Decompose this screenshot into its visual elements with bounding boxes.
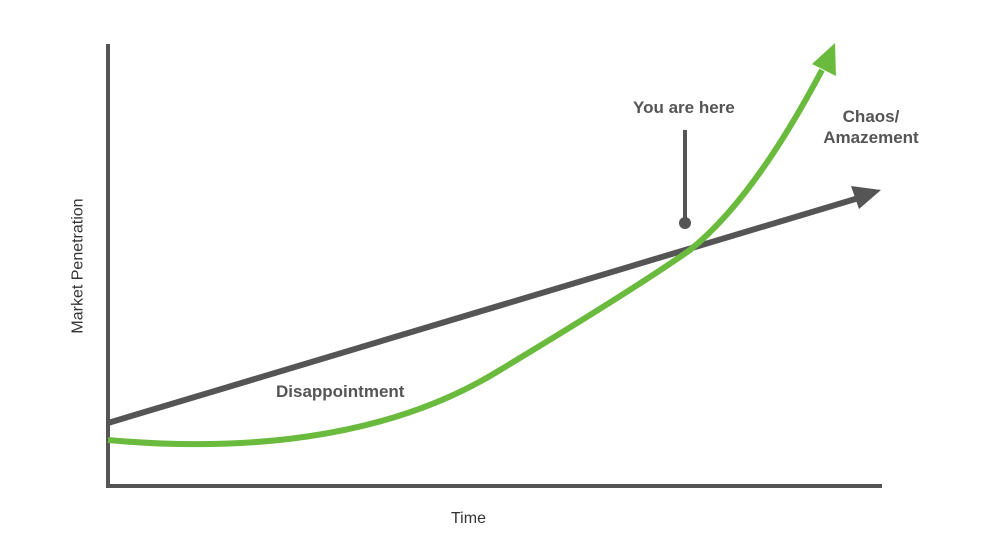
linear-growth-arrowhead xyxy=(851,186,881,209)
exponential-growth-arrowhead xyxy=(812,43,836,76)
chaos-amazement-label: Chaos/ Amazement xyxy=(818,106,924,148)
chaos-label-line2: Amazement xyxy=(823,128,919,147)
exponential-growth-curve xyxy=(107,68,825,448)
you-are-here-marker xyxy=(679,217,691,229)
chaos-label-line1: Chaos/ xyxy=(842,107,900,126)
y-axis-label: Market Penetration xyxy=(69,198,87,334)
disappointment-label: Disappointment xyxy=(276,382,405,401)
you-are-here-label: You are here xyxy=(633,98,735,117)
linear-growth-line xyxy=(107,194,863,426)
x-axis-label: Time xyxy=(451,510,486,527)
